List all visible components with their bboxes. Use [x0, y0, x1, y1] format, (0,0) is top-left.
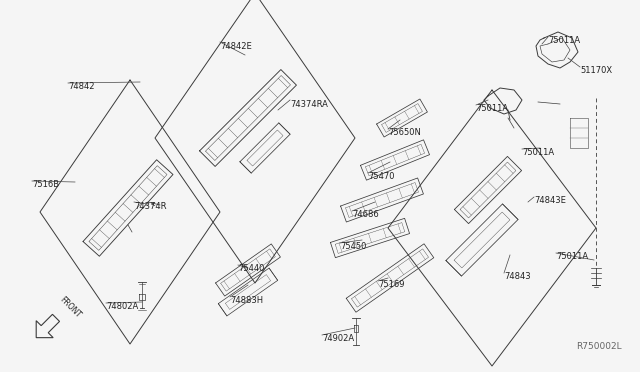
- Text: R750002L: R750002L: [576, 342, 621, 351]
- Text: FRONT: FRONT: [58, 295, 83, 320]
- Text: 75650N: 75650N: [388, 128, 421, 137]
- Text: 74842E: 74842E: [220, 42, 252, 51]
- Text: 74802A: 74802A: [106, 302, 138, 311]
- Text: 75011A: 75011A: [476, 104, 508, 113]
- Text: 74902A: 74902A: [322, 334, 354, 343]
- Text: 75470: 75470: [368, 172, 394, 181]
- Text: 74843E: 74843E: [534, 196, 566, 205]
- Text: 7516B: 7516B: [32, 180, 59, 189]
- Text: 74374RA: 74374RA: [290, 100, 328, 109]
- Text: 74883H: 74883H: [230, 296, 263, 305]
- Text: 74374R: 74374R: [134, 202, 166, 211]
- Text: 75011A: 75011A: [548, 36, 580, 45]
- Text: 75450: 75450: [340, 242, 366, 251]
- Text: 75011A: 75011A: [556, 252, 588, 261]
- Text: 75011A: 75011A: [522, 148, 554, 157]
- Text: 74843: 74843: [504, 272, 531, 281]
- Text: 51170X: 51170X: [580, 66, 612, 75]
- Text: 74842: 74842: [68, 82, 95, 91]
- Text: 75169: 75169: [378, 280, 404, 289]
- Text: 75440: 75440: [238, 264, 264, 273]
- Text: 74686: 74686: [352, 210, 379, 219]
